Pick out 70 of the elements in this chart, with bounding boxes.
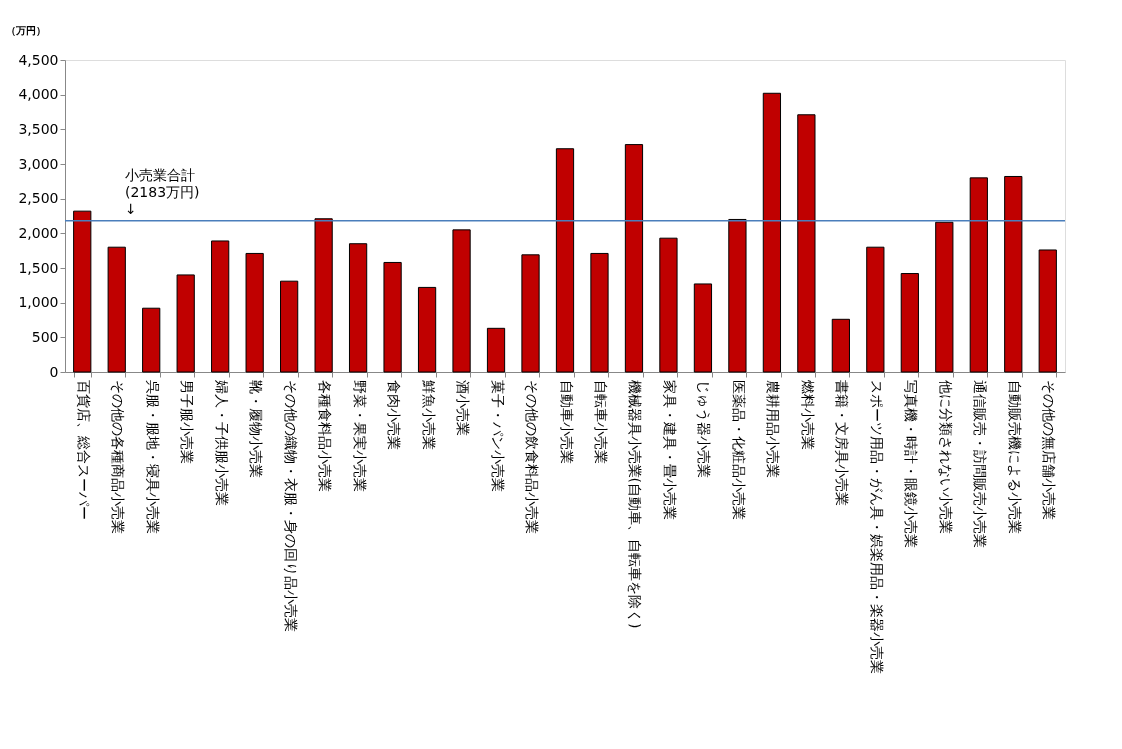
- bar: [211, 240, 230, 373]
- bar: [659, 237, 678, 373]
- bar: [107, 246, 126, 373]
- x-tick-label: 自動車小売業: [558, 379, 575, 464]
- bar: [348, 243, 368, 373]
- x-tick-label: その他の飲食料品小売業: [524, 379, 541, 534]
- bar: [383, 261, 402, 373]
- y-tick-label: 500: [31, 328, 59, 345]
- x-tick-label: 百貨店、総合スーパー: [75, 379, 92, 520]
- bar: [900, 273, 919, 373]
- x-tick-label: 農耕用品小売業: [765, 379, 782, 478]
- bar: [245, 252, 264, 373]
- bar: [486, 327, 506, 373]
- x-tick-label: 酒小売業: [455, 379, 472, 436]
- x-tick-label: 呉服・服地・寝具小売業: [144, 379, 161, 534]
- bar: [555, 148, 575, 373]
- x-tick-label: スポーツ用品・がん具・娯楽用品・楽器小売業: [868, 379, 885, 674]
- bar: [280, 280, 299, 373]
- y-tick-label: 1,500: [18, 259, 59, 276]
- x-tick-label: 各種食料品小売業: [317, 379, 334, 492]
- bar: [73, 210, 92, 373]
- bar: [969, 177, 988, 373]
- y-tick-label: 0: [49, 363, 59, 380]
- x-tick-label: 鮮魚小売業: [420, 379, 437, 450]
- x-tick-label: 婦人・子供服小売業: [213, 379, 230, 506]
- ref-line-label: 小売業合計 (2183万円) ↓: [125, 166, 200, 217]
- x-tick-label: その他の無店舗小売業: [1041, 379, 1058, 520]
- bar: [452, 229, 471, 373]
- y-axis-title: （万円）: [5, 24, 46, 36]
- x-tick-label: 燃料小売業: [799, 379, 816, 450]
- y-tick-label: 1,000: [18, 294, 59, 311]
- bar: [728, 218, 747, 373]
- y-tick-label: 3,500: [18, 120, 59, 137]
- x-tick-label: 家具・建具・畳小売業: [661, 379, 678, 520]
- x-tick-label: 写真機・時計・眼鏡小売業: [903, 379, 920, 548]
- bar: [521, 254, 540, 373]
- bar: [624, 144, 644, 373]
- x-tick-label: 自転車小売業: [592, 379, 609, 464]
- x-tick-label: 自動販売機による小売業: [1006, 379, 1023, 534]
- x-tick-label: その他の織物・衣服・身の回り品小売業: [282, 379, 299, 632]
- y-tick-label: 4,500: [18, 51, 59, 68]
- bar: [142, 307, 161, 373]
- bar: [417, 286, 437, 373]
- x-tick-label: 他に分類されない小売業: [937, 379, 954, 534]
- y-tick-label: 2,500: [18, 190, 59, 207]
- y-tick-label: 4,000: [18, 86, 59, 103]
- bar: [762, 92, 782, 373]
- bar: [797, 114, 816, 373]
- x-tick-label: 食肉小売業: [386, 379, 403, 450]
- bar: [314, 218, 333, 373]
- bar: [590, 252, 609, 373]
- x-tick-label: 野菜・果実小売業: [351, 379, 368, 492]
- y-tick-label: 3,000: [18, 155, 59, 172]
- x-tick-label: 医薬品・化粧品小売業: [730, 379, 747, 520]
- bar: [1038, 249, 1057, 373]
- bar: [866, 246, 885, 373]
- x-tick-label: 男子服小売業: [179, 379, 196, 464]
- x-tick-label: 機械器具小売業(自動車、自転車を除く): [627, 379, 644, 629]
- y-tick-label: 2,000: [18, 224, 59, 241]
- x-tick-label: その他の各種商品小売業: [110, 379, 127, 534]
- x-tick-label: じゅう器小売業: [696, 379, 713, 478]
- bar: [176, 274, 195, 373]
- x-tick-label: 通信販売・訪問販売小売業: [972, 379, 989, 548]
- x-tick-label: 靴・履物小売業: [248, 379, 265, 478]
- bar: [935, 221, 954, 373]
- x-tick-label: 菓子・パン小売業: [489, 379, 506, 492]
- bar: [831, 318, 850, 373]
- bar: [1004, 175, 1023, 373]
- x-tick-label: 書籍・文房具小売業: [834, 379, 851, 506]
- bar: [693, 283, 713, 373]
